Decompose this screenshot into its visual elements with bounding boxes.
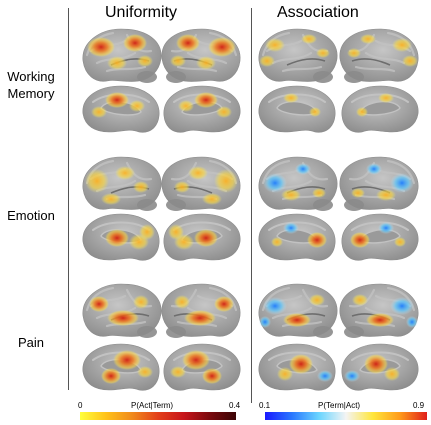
brain-medial-right-hemisphere (163, 343, 241, 391)
colorbar-left-label: P(Act|Term) (131, 401, 174, 410)
column-title-association: Association (277, 4, 359, 21)
brain-medial-left-hemisphere (258, 85, 336, 133)
left-divider-line (68, 8, 69, 390)
colorbar-right-min: 0.1 (259, 401, 271, 410)
row-label-line: Emotion (7, 208, 55, 223)
brain-lateral-left-hemisphere (258, 28, 338, 83)
brain-medial-right-hemisphere (163, 85, 241, 133)
colorbar-left (80, 412, 236, 420)
brain-medial-left-hemisphere (82, 213, 160, 261)
brain-lateral-right-hemisphere (161, 156, 241, 211)
row-label-working-memory: Working Memory (0, 68, 62, 102)
colorbar-right (265, 412, 427, 420)
brain-lateral-left-hemisphere (82, 156, 162, 211)
colorbar-right-max: 0.9 (413, 401, 425, 410)
brain-lateral-right-hemisphere (161, 28, 241, 83)
brain-lateral-right-hemisphere (339, 156, 419, 211)
brain-lateral-right-hemisphere (339, 283, 419, 338)
brain-medial-left-hemisphere (258, 213, 336, 261)
colorbar-left-min: 0 (78, 401, 83, 410)
row-label-line: Memory (7, 86, 55, 101)
row-label-pain: Pain (0, 334, 62, 351)
brain-medial-right-hemisphere (341, 213, 419, 261)
brain-lateral-right-hemisphere (339, 28, 419, 83)
brain-medial-right-hemisphere (163, 213, 241, 261)
row-label-line: Pain (17, 335, 45, 350)
brain-medial-right-hemisphere (341, 343, 419, 391)
row-label-emotion: Emotion (0, 207, 62, 224)
column-title-uniformity: Uniformity (105, 4, 178, 21)
brain-medial-left-hemisphere (82, 343, 160, 391)
colorbar-right-label: P(Term|Act) (318, 401, 361, 410)
brain-medial-left-hemisphere (82, 85, 160, 133)
brain-lateral-left-hemisphere (258, 283, 338, 338)
brain-lateral-left-hemisphere (258, 156, 338, 211)
brain-medial-right-hemisphere (341, 85, 419, 133)
brain-lateral-left-hemisphere (82, 28, 162, 83)
row-label-line: Working (7, 69, 55, 84)
colorbar-left-max: 0.4 (229, 401, 241, 410)
center-divider-line (251, 8, 252, 403)
brain-lateral-right-hemisphere (161, 283, 241, 338)
brain-medial-left-hemisphere (258, 343, 336, 391)
brain-lateral-left-hemisphere (82, 283, 162, 338)
